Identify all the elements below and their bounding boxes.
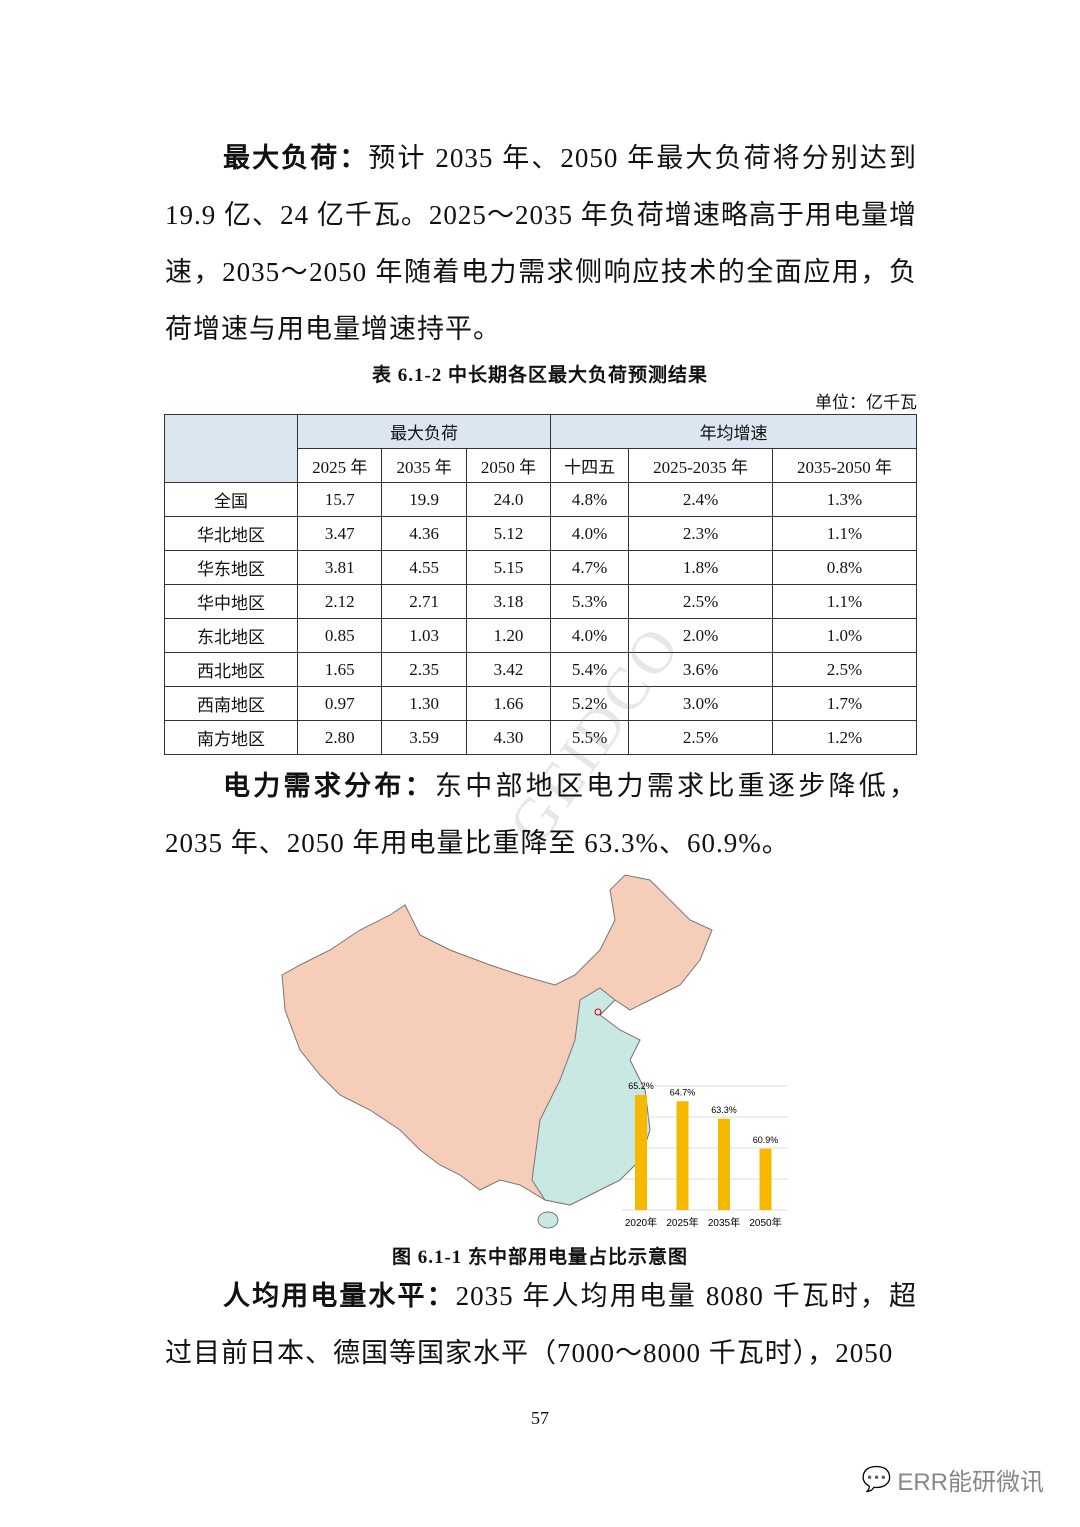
value-cell: 5.5% — [550, 720, 630, 755]
value-cell: 2.4% — [628, 482, 774, 517]
value-cell: 2.80 — [296, 720, 383, 755]
paragraph-heading: 电力需求分布： — [223, 771, 435, 801]
bar — [759, 1148, 772, 1210]
region-cell: 西北地区 — [164, 652, 298, 687]
table-row: 西南地区 0.97 1.30 1.66 5.2% 3.0% 1.7% — [164, 686, 917, 721]
value-cell: 1.0% — [772, 618, 917, 653]
bar — [635, 1095, 647, 1210]
data-label: 65.2% — [628, 1081, 654, 1091]
column-header: 十四五 — [550, 448, 630, 483]
table-row: 南方地区 2.80 3.59 4.30 5.5% 2.5% 1.2% — [164, 720, 917, 755]
max-load-table: 最大负荷 年均增速 2025 年 2035 年 2050 年十四五 2025-2035… — [164, 414, 917, 755]
value-cell: 0.85 — [296, 618, 383, 653]
bar-chart: 65.2% 2020年 64.7% 2025年 63.3% 2035年 60.9% 2050年 — [622, 1081, 788, 1229]
data-label: 64.7% — [670, 1087, 696, 1097]
map-west-region — [281, 874, 713, 1206]
map-hainan — [537, 1211, 559, 1229]
value-cell: 0.97 — [296, 686, 383, 721]
table-row: 全国 15.7 19.9 24.0 4.8% 2.4% 1.3% — [164, 482, 917, 517]
value-cell: 2.5% — [628, 720, 774, 755]
table-row: 华北地区 3.47 4.36 5.12 4.0% 2.3% 1.1% — [164, 516, 917, 551]
value-cell: 2.0% — [628, 618, 774, 653]
value-cell: 1.2% — [772, 720, 917, 755]
value-cell: 1.1% — [772, 584, 917, 619]
paragraph-text: 东中部地区电力需求比重逐步降低，2035 年、2050 年用电量比重降至 63.… — [165, 771, 918, 858]
page-number: 57 — [531, 1408, 549, 1428]
group-header: 年均增速 — [550, 414, 917, 449]
bar — [718, 1118, 730, 1210]
paragraph-text: 预计 2035 年、2050 年最大负荷将分别达到 19.9 亿、24 亿千瓦。… — [165, 143, 918, 344]
value-cell: 5.2% — [550, 686, 630, 721]
wechat-icon: 💬 — [861, 1466, 892, 1493]
value-cell: 5.4% — [550, 652, 630, 687]
value-cell: 2.35 — [381, 652, 467, 687]
value-cell: 4.0% — [550, 618, 630, 653]
paragraph-demand-distribution: 电力需求分布：东中部地区电力需求比重逐步降低，2035 年、2050 年用电量比… — [165, 758, 917, 872]
table-row: 东北地区 0.85 1.03 1.20 4.0% 2.0% 1.0% — [164, 618, 917, 653]
column-header: 2025-2035 年 — [628, 448, 774, 483]
table-corner-cell — [164, 414, 298, 483]
beijing-marker — [594, 1008, 602, 1016]
table-row: 华东地区 3.81 4.55 5.15 4.7% 1.8% 0.8% — [164, 550, 917, 585]
data-label: 60.9% — [753, 1135, 779, 1145]
value-cell: 1.20 — [465, 618, 552, 653]
paragraph-per-capita: 人均用电量水平：2035 年人均用电量 8080 千瓦时，超过目前日本、德国等国… — [165, 1268, 917, 1382]
value-cell: 19.9 — [381, 482, 467, 517]
group-header: 最大负荷 — [296, 414, 552, 449]
value-cell: 0.8% — [772, 550, 917, 585]
table-caption: 表 6.1-2 中长期各区最大负荷预测结果 — [371, 365, 709, 386]
column-header: 2050 年 — [465, 448, 552, 483]
value-cell: 5.15 — [465, 550, 552, 585]
column-header: 2025 年 — [296, 448, 383, 483]
value-cell: 1.66 — [465, 686, 552, 721]
value-cell: 2.71 — [381, 584, 467, 619]
value-cell: 4.30 — [465, 720, 552, 755]
value-cell: 1.3% — [772, 482, 917, 517]
footer-brand: 💬 ERR能研微讯 — [861, 1462, 1044, 1497]
value-cell: 2.5% — [772, 652, 917, 687]
region-cell: 全国 — [164, 482, 298, 517]
category-label: 2020年 — [625, 1216, 657, 1229]
paragraph-heading: 最大负荷： — [223, 143, 369, 173]
value-cell: 24.0 — [465, 482, 552, 517]
footer-brand-text: ERR能研微讯 — [897, 1469, 1044, 1496]
category-label: 2050年 — [749, 1216, 781, 1229]
paragraph-max-load: 最大负荷：预计 2035 年、2050 年最大负荷将分别达到 19.9 亿、24… — [165, 130, 917, 358]
value-cell: 3.81 — [296, 550, 383, 585]
value-cell: 3.6% — [628, 652, 774, 687]
value-cell: 3.42 — [465, 652, 552, 687]
table-row: 西北地区 1.65 2.35 3.42 5.4% 3.6% 2.5% — [164, 652, 917, 687]
value-cell: 4.7% — [550, 550, 630, 585]
paragraph-heading: 人均用电量水平： — [223, 1281, 456, 1311]
region-cell: 南方地区 — [164, 720, 298, 755]
value-cell: 3.47 — [296, 516, 383, 551]
value-cell: 2.12 — [296, 584, 383, 619]
paragraph-text: 2035 年人均用电量 8080 千瓦时，超过目前日本、德国等国家水平（7000… — [165, 1281, 918, 1368]
region-cell: 东北地区 — [164, 618, 298, 653]
value-cell: 3.0% — [628, 686, 774, 721]
data-label: 63.3% — [711, 1105, 737, 1115]
value-cell: 2.5% — [628, 584, 774, 619]
region-cell: 华中地区 — [164, 584, 298, 619]
value-cell: 1.8% — [628, 550, 774, 585]
category-label: 2025年 — [666, 1216, 698, 1229]
figure-caption: 图 6.1-1 东中部用电量占比示意图 — [391, 1247, 689, 1268]
value-cell: 1.30 — [381, 686, 467, 721]
value-cell: 4.0% — [550, 516, 630, 551]
value-cell: 3.59 — [381, 720, 467, 755]
value-cell: 5.3% — [550, 584, 630, 619]
bar — [676, 1101, 689, 1210]
category-label: 2035年 — [708, 1216, 740, 1229]
table-unit: 单位：亿千瓦 — [815, 393, 917, 412]
